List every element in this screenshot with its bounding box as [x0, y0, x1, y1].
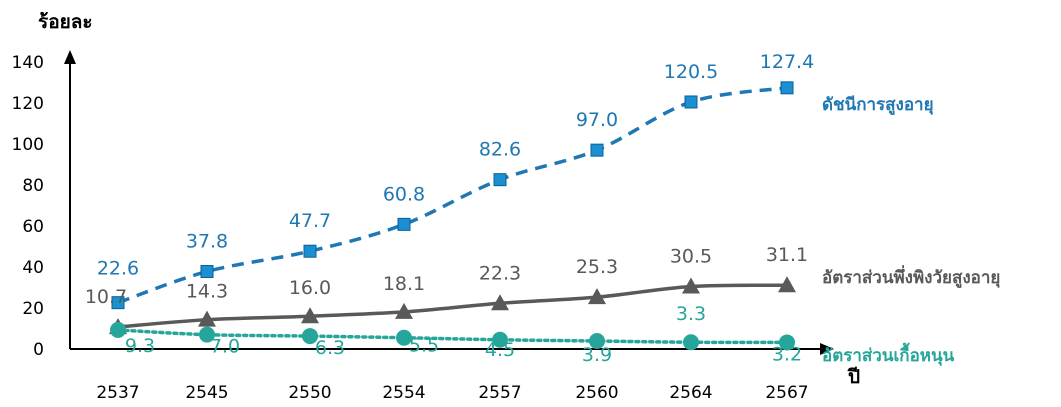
x-tick-label: 2557 [478, 383, 521, 403]
y-tick-label: 0 [33, 340, 44, 360]
data-label: 14.3 [186, 281, 228, 303]
data-label: 4.5 [485, 339, 515, 361]
data-label: 22.6 [97, 258, 139, 280]
data-label: 3.2 [772, 343, 802, 365]
data-point-circle [779, 334, 795, 351]
data-label: 127.4 [760, 51, 814, 73]
data-point-circle [302, 328, 318, 345]
x-tick-label: 2537 [96, 383, 139, 403]
data-point-square [780, 81, 794, 95]
series-line [117, 283, 788, 329]
y-tick-label: 120 [12, 94, 44, 114]
data-point-square [200, 265, 214, 279]
x-tick-label: 2560 [575, 383, 618, 403]
data-label: 3.3 [676, 303, 706, 325]
data-point-circle [199, 326, 215, 343]
data-point-triangle [682, 277, 700, 294]
x-tick-label: 2564 [669, 383, 712, 403]
data-label: 16.0 [289, 277, 331, 299]
data-label: 120.5 [664, 61, 718, 83]
data-label: 82.6 [479, 139, 521, 161]
series-line [116, 328, 789, 345]
data-point-circle [589, 333, 605, 350]
series-line [117, 86, 788, 305]
data-point-circle [110, 321, 126, 338]
y-axis-title: ร้อยละ [38, 11, 93, 33]
y-tick-label: 140 [12, 53, 44, 73]
y-tick-label: 60 [22, 217, 44, 237]
series-name-label: ดัชนีการสูงอายุ [822, 94, 934, 116]
data-point-circle [492, 331, 508, 348]
data-label: 6.3 [315, 337, 345, 359]
y-tick-labels: 0 20 40 60 80 100 120 140 [12, 53, 44, 360]
data-point-square [590, 143, 604, 157]
data-point-triangle [588, 288, 606, 305]
y-tick-label: 80 [22, 176, 44, 196]
data-point-square [684, 95, 698, 109]
data-point-square [111, 296, 125, 310]
data-label: 7.0 [210, 336, 240, 358]
data-label: 30.5 [670, 245, 712, 267]
data-point-triangle [301, 307, 319, 324]
data-point-circle [396, 329, 412, 346]
data-label: 5.5 [409, 335, 439, 357]
data-point-square [397, 217, 411, 231]
series-name-label: อัตราส่วนเกื้อหนุน [822, 342, 955, 366]
data-label: 97.0 [576, 109, 618, 131]
x-tick-label: 2545 [185, 383, 228, 403]
data-point-triangle [491, 294, 509, 311]
data-label: 9.3 [125, 335, 155, 357]
series-layer: 22.6 37.8 47.7 60.8 82.6 97.0 120.5 127.4 ดัชนีก… [85, 51, 1001, 366]
data-point-triangle [395, 302, 413, 319]
x-tick-label: 2567 [765, 383, 808, 403]
data-label: 60.8 [383, 183, 425, 205]
series-3: 9.3 7.0 6.3 5.5 4.5 3.9 3.3 3.2 อัตราส่วนเกื้อหน… [110, 303, 955, 366]
data-point-triangle [198, 310, 216, 327]
data-label: 31.1 [766, 244, 808, 266]
data-label: 18.1 [383, 273, 425, 295]
y-tick-label: 40 [22, 258, 44, 278]
data-point-square [303, 244, 317, 258]
series-2: 10.7 14.3 16.0 18.1 22.3 25.3 30.5 31.1 อัตราส่ว… [85, 244, 1000, 335]
y-tick-label: 20 [22, 299, 44, 319]
x-tick-label: 2550 [288, 383, 331, 403]
data-point-circle [683, 334, 699, 351]
data-label: 47.7 [289, 210, 331, 232]
series-1: 22.6 37.8 47.7 60.8 82.6 97.0 120.5 127.4 ดัชนีก… [97, 51, 934, 310]
data-label: 10.7 [85, 286, 127, 308]
y-tick-label: 100 [12, 135, 44, 155]
y-axis-arrow [64, 50, 76, 64]
data-label: 22.3 [479, 262, 521, 284]
data-label: 3.9 [582, 344, 612, 366]
data-point-triangle [778, 276, 796, 293]
x-axis-title: ปี [847, 366, 860, 388]
data-point-square [493, 173, 507, 187]
data-label: 25.3 [576, 256, 618, 278]
data-label: 37.8 [186, 231, 228, 253]
x-axis-arrow [820, 343, 834, 355]
series-name-label: อัตราส่วนพึ่งพิงวัยสูงอายุ [822, 265, 1000, 289]
x-tick-label: 2554 [382, 383, 425, 403]
x-tick-labels: 2537 2545 2550 2554 2557 2560 2564 2567 [96, 383, 808, 403]
